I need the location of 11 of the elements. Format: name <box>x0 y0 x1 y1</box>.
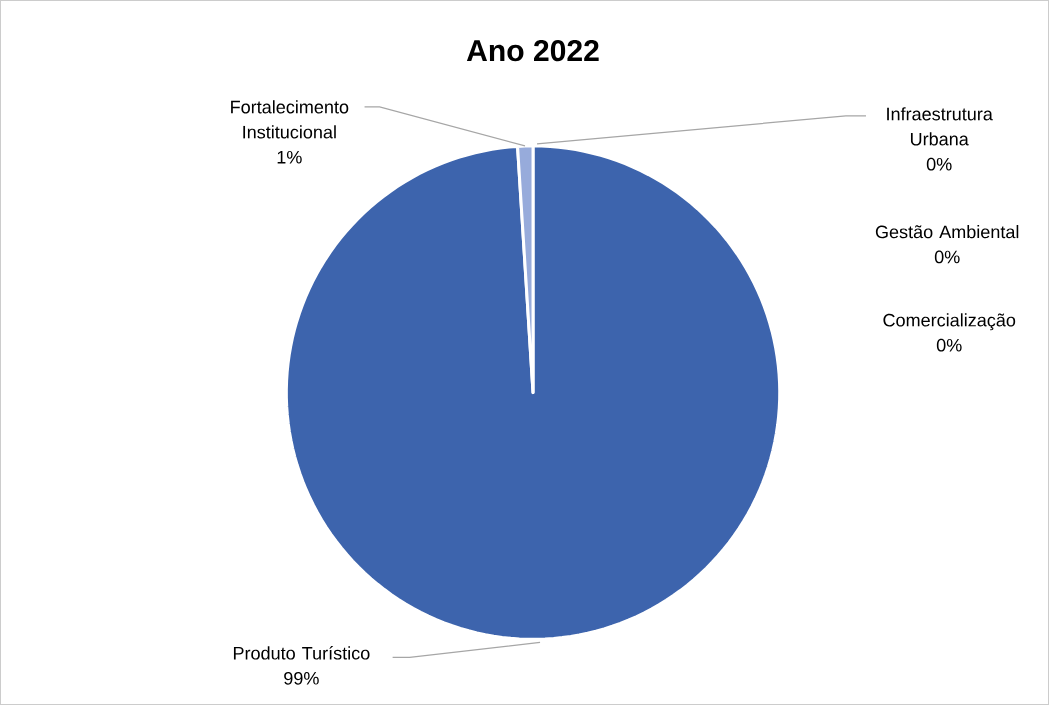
text: 0% <box>936 338 962 352</box>
category-label: Infraestrutura Urbana <box>887 107 993 146</box>
slice-label: Produto Turístico <box>233 646 370 660</box>
slice-label: Fortalecimento Institucional <box>231 100 349 139</box>
text: 0% <box>934 250 960 264</box>
data-label: 1% <box>277 150 302 164</box>
text: 0% <box>926 157 952 171</box>
chart-title: Ano 2022 <box>466 39 599 62</box>
category-label: Gestão Ambiental <box>875 225 1019 239</box>
category-label: Comercialização <box>883 313 1016 331</box>
data-label: 99% <box>284 671 319 685</box>
